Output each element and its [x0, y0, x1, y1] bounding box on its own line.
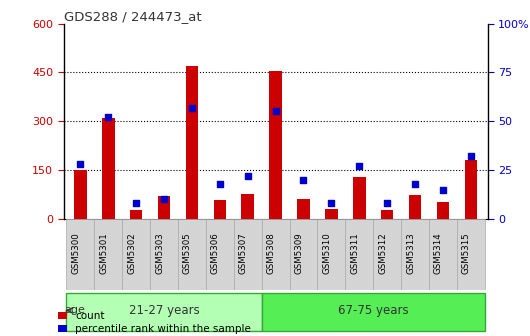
Point [439, 187, 447, 192]
Text: GSM5303: GSM5303 [155, 232, 164, 274]
FancyBboxPatch shape [66, 293, 262, 331]
Point [271, 109, 280, 114]
Bar [242, 194, 254, 219]
Text: GSM5309: GSM5309 [295, 232, 304, 274]
FancyBboxPatch shape [429, 219, 457, 290]
Text: GSM5310: GSM5310 [322, 232, 331, 274]
Text: GSM5305: GSM5305 [183, 232, 192, 274]
Bar [465, 160, 477, 219]
Text: GSM5308: GSM5308 [267, 232, 276, 274]
Point [104, 115, 112, 120]
Bar [130, 210, 143, 219]
Bar [102, 118, 114, 219]
FancyBboxPatch shape [373, 219, 401, 290]
FancyBboxPatch shape [234, 219, 262, 290]
Point [216, 181, 224, 186]
FancyBboxPatch shape [178, 219, 206, 290]
Bar [297, 199, 310, 219]
Point [299, 177, 308, 182]
Text: GSM5307: GSM5307 [238, 232, 248, 274]
FancyBboxPatch shape [94, 219, 122, 290]
Bar [214, 200, 226, 219]
Text: GDS288 / 244473_at: GDS288 / 244473_at [64, 10, 201, 24]
Point [411, 181, 419, 186]
FancyBboxPatch shape [401, 219, 429, 290]
Text: GSM5311: GSM5311 [350, 232, 359, 274]
FancyBboxPatch shape [457, 219, 485, 290]
Legend: count, percentile rank within the sample: count, percentile rank within the sample [58, 311, 251, 334]
FancyBboxPatch shape [206, 219, 234, 290]
FancyBboxPatch shape [262, 293, 485, 331]
Text: GSM5302: GSM5302 [127, 232, 136, 274]
Text: GSM5312: GSM5312 [378, 232, 387, 274]
Bar [409, 196, 421, 219]
Text: GSM5314: GSM5314 [434, 232, 443, 274]
Bar [269, 71, 282, 219]
Bar [74, 170, 86, 219]
Text: 21-27 years: 21-27 years [129, 304, 199, 317]
FancyBboxPatch shape [150, 219, 178, 290]
Point [188, 105, 196, 110]
FancyBboxPatch shape [122, 219, 150, 290]
Point [327, 201, 335, 206]
Point [466, 154, 475, 159]
FancyBboxPatch shape [289, 219, 317, 290]
FancyBboxPatch shape [346, 219, 373, 290]
Text: 67-75 years: 67-75 years [338, 304, 409, 317]
FancyBboxPatch shape [66, 219, 94, 290]
Text: GSM5313: GSM5313 [406, 232, 415, 274]
FancyBboxPatch shape [317, 219, 346, 290]
Bar [437, 202, 449, 219]
Bar [186, 66, 198, 219]
Point [355, 164, 364, 169]
Text: age: age [64, 305, 85, 316]
Bar [353, 177, 366, 219]
Point [160, 197, 168, 202]
Text: GSM5306: GSM5306 [211, 232, 220, 274]
Point [76, 162, 85, 167]
Point [243, 173, 252, 179]
Bar [158, 196, 170, 219]
Bar [381, 210, 393, 219]
FancyBboxPatch shape [262, 219, 289, 290]
Text: GSM5315: GSM5315 [462, 232, 471, 274]
Text: GSM5300: GSM5300 [72, 232, 81, 274]
Point [132, 201, 140, 206]
Text: GSM5301: GSM5301 [99, 232, 108, 274]
Point [383, 201, 392, 206]
Bar [325, 209, 338, 219]
